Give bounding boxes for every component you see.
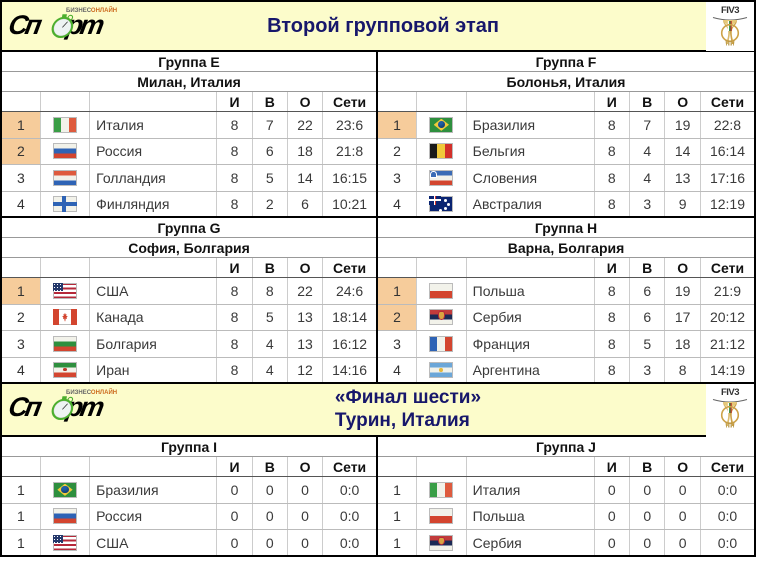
svg-text:FIV3: FIV3 — [721, 5, 739, 16]
svg-text:FIV3: FIV3 — [721, 387, 739, 398]
